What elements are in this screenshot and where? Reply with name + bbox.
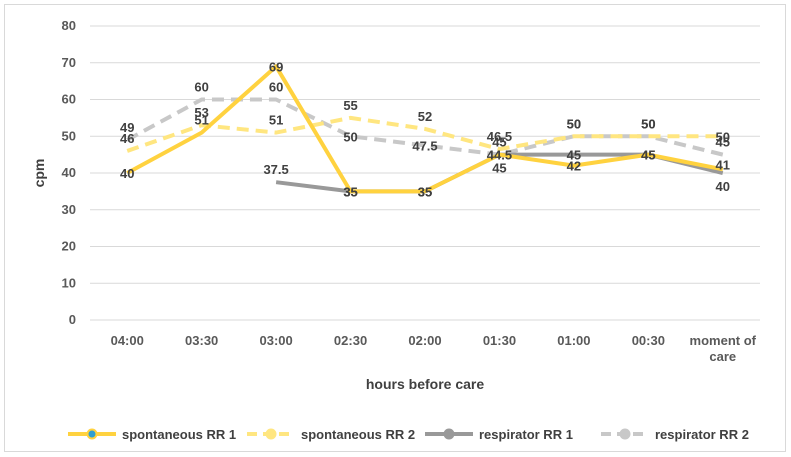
x-tick-label: moment of <box>690 333 757 348</box>
data-label: 47.5 <box>412 138 437 153</box>
data-label: 60 <box>269 80 283 95</box>
data-label: 69 <box>269 59 283 74</box>
data-label: 44.5 <box>487 148 512 163</box>
data-label: 52 <box>418 109 432 124</box>
series-line <box>126 97 724 157</box>
data-label: 55 <box>343 98 357 113</box>
x-tick-label: 03:30 <box>185 333 218 348</box>
y-tick-label: 50 <box>62 128 76 143</box>
legend-label: respirator RR 2 <box>655 427 749 442</box>
series-line <box>126 64 724 194</box>
x-axis-title: hours before care <box>366 376 484 392</box>
legend-marker <box>86 428 98 440</box>
x-tick-label: 01:30 <box>483 333 516 348</box>
legend-marker <box>443 428 455 440</box>
data-label: 60 <box>194 80 208 95</box>
series-line <box>126 115 723 153</box>
data-label: 46 <box>120 131 134 146</box>
data-label: 35 <box>343 184 357 199</box>
data-label: 46.5 <box>487 129 512 144</box>
data-label: 45 <box>567 148 581 163</box>
data-label: 45 <box>492 135 506 150</box>
x-tick-label: 01:00 <box>557 333 590 348</box>
data-label: 35 <box>418 184 432 199</box>
x-tick-label: 04:00 <box>111 333 144 348</box>
legend-marker <box>265 428 277 440</box>
y-tick-label: 40 <box>62 165 76 180</box>
y-tick-label: 70 <box>62 55 76 70</box>
data-label: 42 <box>567 159 581 174</box>
data-label: 50 <box>641 116 655 131</box>
x-tick-label: 02:00 <box>408 333 441 348</box>
y-tick-label: 20 <box>62 239 76 254</box>
data-label: 50 <box>716 129 730 144</box>
x-tick-label: 03:00 <box>259 333 292 348</box>
legend-label: spontaneous RR 2 <box>301 427 415 442</box>
legend-label: spontaneous RR 1 <box>122 427 236 442</box>
x-tick-label: care <box>709 349 736 364</box>
data-label: 40 <box>120 166 134 181</box>
y-tick-label: 30 <box>62 202 76 217</box>
chart-frame <box>4 4 786 452</box>
y-tick-label: 80 <box>62 18 76 33</box>
data-label: 50 <box>343 129 357 144</box>
data-label: 45 <box>641 148 655 163</box>
data-label: 49 <box>120 120 134 135</box>
y-axis-title: cpm <box>31 159 47 188</box>
data-label: 40 <box>716 179 730 194</box>
data-label: 50 <box>567 116 581 131</box>
legend-label: respirator RR 1 <box>479 427 573 442</box>
data-label: 35 <box>418 184 432 199</box>
data-label: 45 <box>492 161 506 176</box>
legend-marker <box>619 428 631 440</box>
data-label: 45 <box>716 135 730 150</box>
data-label: 45 <box>641 148 655 163</box>
data-label: 50 <box>641 116 655 131</box>
data-label: 51 <box>269 113 283 128</box>
y-tick-label: 0 <box>69 312 76 327</box>
data-label: 35 <box>343 184 357 199</box>
data-label: 51 <box>194 113 208 128</box>
y-tick-label: 10 <box>62 275 76 290</box>
data-label: 50 <box>567 116 581 131</box>
data-label: 37.5 <box>263 162 288 177</box>
data-label: 41 <box>716 157 730 172</box>
x-tick-label: 00:30 <box>632 333 665 348</box>
data-label: 53 <box>194 105 208 120</box>
x-tick-label: 02:30 <box>334 333 367 348</box>
y-tick-label: 60 <box>62 92 76 107</box>
